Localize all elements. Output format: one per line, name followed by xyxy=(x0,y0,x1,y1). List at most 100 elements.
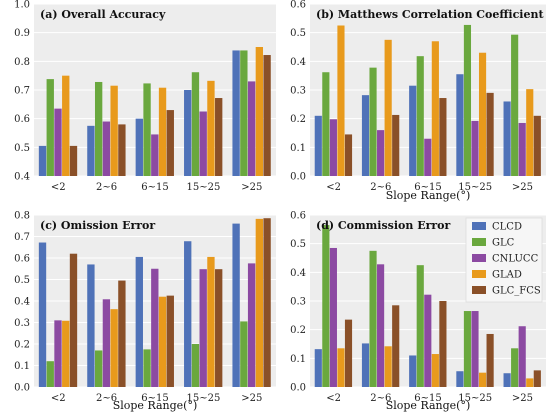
bar-glc-fcs-6-15 xyxy=(166,295,174,388)
panel-title: (c) Omission Error xyxy=(40,219,155,232)
y-tick-label: 0.9 xyxy=(14,28,30,39)
y-tick-label: 0.2 xyxy=(290,325,306,336)
bar-clcd-25 xyxy=(503,373,511,387)
bar-glad-2-6 xyxy=(110,309,118,387)
bar-clcd-25 xyxy=(232,50,240,176)
bar-clcd-15-25 xyxy=(456,74,464,176)
x-tick-label: >25 xyxy=(241,182,262,193)
y-tick-label: 1.0 xyxy=(14,0,30,11)
legend-swatch-glad xyxy=(472,270,486,278)
x-tick-label: >25 xyxy=(512,393,533,404)
y-tick-label: 0.5 xyxy=(290,239,306,250)
bar-clcd-15-25 xyxy=(456,371,464,387)
bar-cnlucc-2 xyxy=(54,108,62,176)
bar-glad-25 xyxy=(526,378,534,387)
bar-glad-2-6 xyxy=(384,39,392,176)
y-tick-label: 0.0 xyxy=(290,172,306,183)
bar-glc-2 xyxy=(322,72,330,176)
bar-glc-2 xyxy=(46,361,54,387)
bar-glc-fcs-2 xyxy=(344,319,353,387)
bar-glc-fcs-15-25 xyxy=(215,98,223,176)
bar-cnlucc-15-25 xyxy=(199,111,207,176)
bar-glc-fcs-25 xyxy=(263,55,271,176)
bar-glad-2 xyxy=(62,320,70,387)
bar-cnlucc-2-6 xyxy=(377,130,385,176)
legend-label-cnlucc: CNLUCC xyxy=(492,254,539,265)
panel-c: 0.0 0.1 0.2 0.3 0.4 0.5 0.6 0.7 0.8 <2 2~6 6~15 15~2… xyxy=(14,211,276,412)
y-tick-label: 0.3 xyxy=(290,297,306,308)
y-tick-label: 0.2 xyxy=(14,340,30,351)
bar-glad-2-6 xyxy=(384,346,392,387)
bar-clcd-2 xyxy=(38,145,47,176)
y-tick-label: 0.7 xyxy=(14,232,30,243)
bar-cnlucc-25 xyxy=(247,81,256,176)
legend-swatch-cnlucc xyxy=(472,254,486,262)
bar-clcd-2 xyxy=(38,242,47,387)
bar-glc-2-6 xyxy=(94,350,103,387)
bar-glc-6-15 xyxy=(416,265,424,387)
bar-glc-fcs-25 xyxy=(263,218,271,387)
y-tick-label: 0.6 xyxy=(290,211,306,222)
x-tick-label: 15~25 xyxy=(186,393,220,404)
x-tick-label: 6~15 xyxy=(141,393,168,404)
bar-glc-25 xyxy=(511,34,519,176)
x-tick-label: 6~15 xyxy=(414,182,441,193)
legend-swatch-clcd xyxy=(472,222,486,230)
bar-glc-15-25 xyxy=(191,72,200,176)
bar-glc-fcs-6-15 xyxy=(439,98,447,176)
bar-cnlucc-15-25 xyxy=(471,120,479,176)
legend-label-glc: GLC xyxy=(492,238,515,249)
y-tick-label: 0.5 xyxy=(14,275,30,286)
bar-glad-15-25 xyxy=(478,372,487,387)
bar-clcd-2 xyxy=(314,349,322,387)
x-tick-label: 2~6 xyxy=(370,393,391,404)
y-tick-label: 0.6 xyxy=(290,0,306,11)
bar-cnlucc-6-15 xyxy=(424,138,432,176)
y-tick-label: 0.6 xyxy=(14,114,30,125)
bar-glc-fcs-25 xyxy=(533,115,541,176)
bar-glc-fcs-25 xyxy=(533,370,541,387)
bar-cnlucc-6-15 xyxy=(424,294,432,387)
bar-glc-6-15 xyxy=(143,349,151,388)
bar-clcd-25 xyxy=(503,101,511,176)
bar-glc-15-25 xyxy=(463,311,472,387)
y-tick-label: 0.3 xyxy=(14,318,30,329)
bar-cnlucc-2 xyxy=(329,119,337,176)
x-tick-label: <2 xyxy=(326,393,341,404)
y-tick-label: 0.5 xyxy=(290,28,306,39)
y-tick-label: 0.1 xyxy=(290,354,306,365)
bar-glc-15-25 xyxy=(191,344,200,387)
bar-glad-25 xyxy=(255,218,264,387)
bar-cnlucc-2 xyxy=(329,247,337,387)
bar-glad-6-15 xyxy=(158,296,167,387)
x-tick-label: 15~25 xyxy=(458,182,492,193)
y-tick-label: 0.8 xyxy=(14,211,30,222)
x-tick-label: 15~25 xyxy=(458,393,492,404)
bar-glad-6-15 xyxy=(158,87,167,176)
bar-glc-fcs-15-25 xyxy=(215,269,223,387)
bar-cnlucc-25 xyxy=(518,326,526,387)
x-tick-label: 15~25 xyxy=(186,182,220,193)
y-tick-label: 0.2 xyxy=(290,114,306,125)
bar-glc-fcs-2-6 xyxy=(118,280,126,387)
legend: CLCD GLC CNLUCC GLAD GLC_FCS xyxy=(465,217,543,303)
bar-glad-6-15 xyxy=(431,354,439,387)
bar-clcd-15-25 xyxy=(184,90,192,176)
x-tick-label: <2 xyxy=(326,182,341,193)
bar-clcd-2-6 xyxy=(87,125,95,176)
bar-cnlucc-2-6 xyxy=(102,299,111,387)
bar-cnlucc-6-15 xyxy=(151,134,159,176)
panel-title: (a) Overall Accuracy xyxy=(40,8,166,21)
x-tick-label: 2~6 xyxy=(96,393,117,404)
bar-glc-fcs-15-25 xyxy=(486,92,494,176)
bar-glad-15-25 xyxy=(478,52,487,177)
panel-b: 0.0 0.1 0.2 0.3 0.4 0.5 0.6 <2 2~6 6~15 15~25 >25 (b… xyxy=(290,0,546,202)
y-tick-label: 0.4 xyxy=(290,57,306,68)
y-tick-label: 0.5 xyxy=(14,143,30,154)
bar-glc-2 xyxy=(322,225,330,387)
bar-cnlucc-15-25 xyxy=(199,269,207,387)
bar-glad-6-15 xyxy=(431,41,439,176)
bar-glc-2-6 xyxy=(94,81,103,176)
bar-glad-2 xyxy=(337,348,345,387)
